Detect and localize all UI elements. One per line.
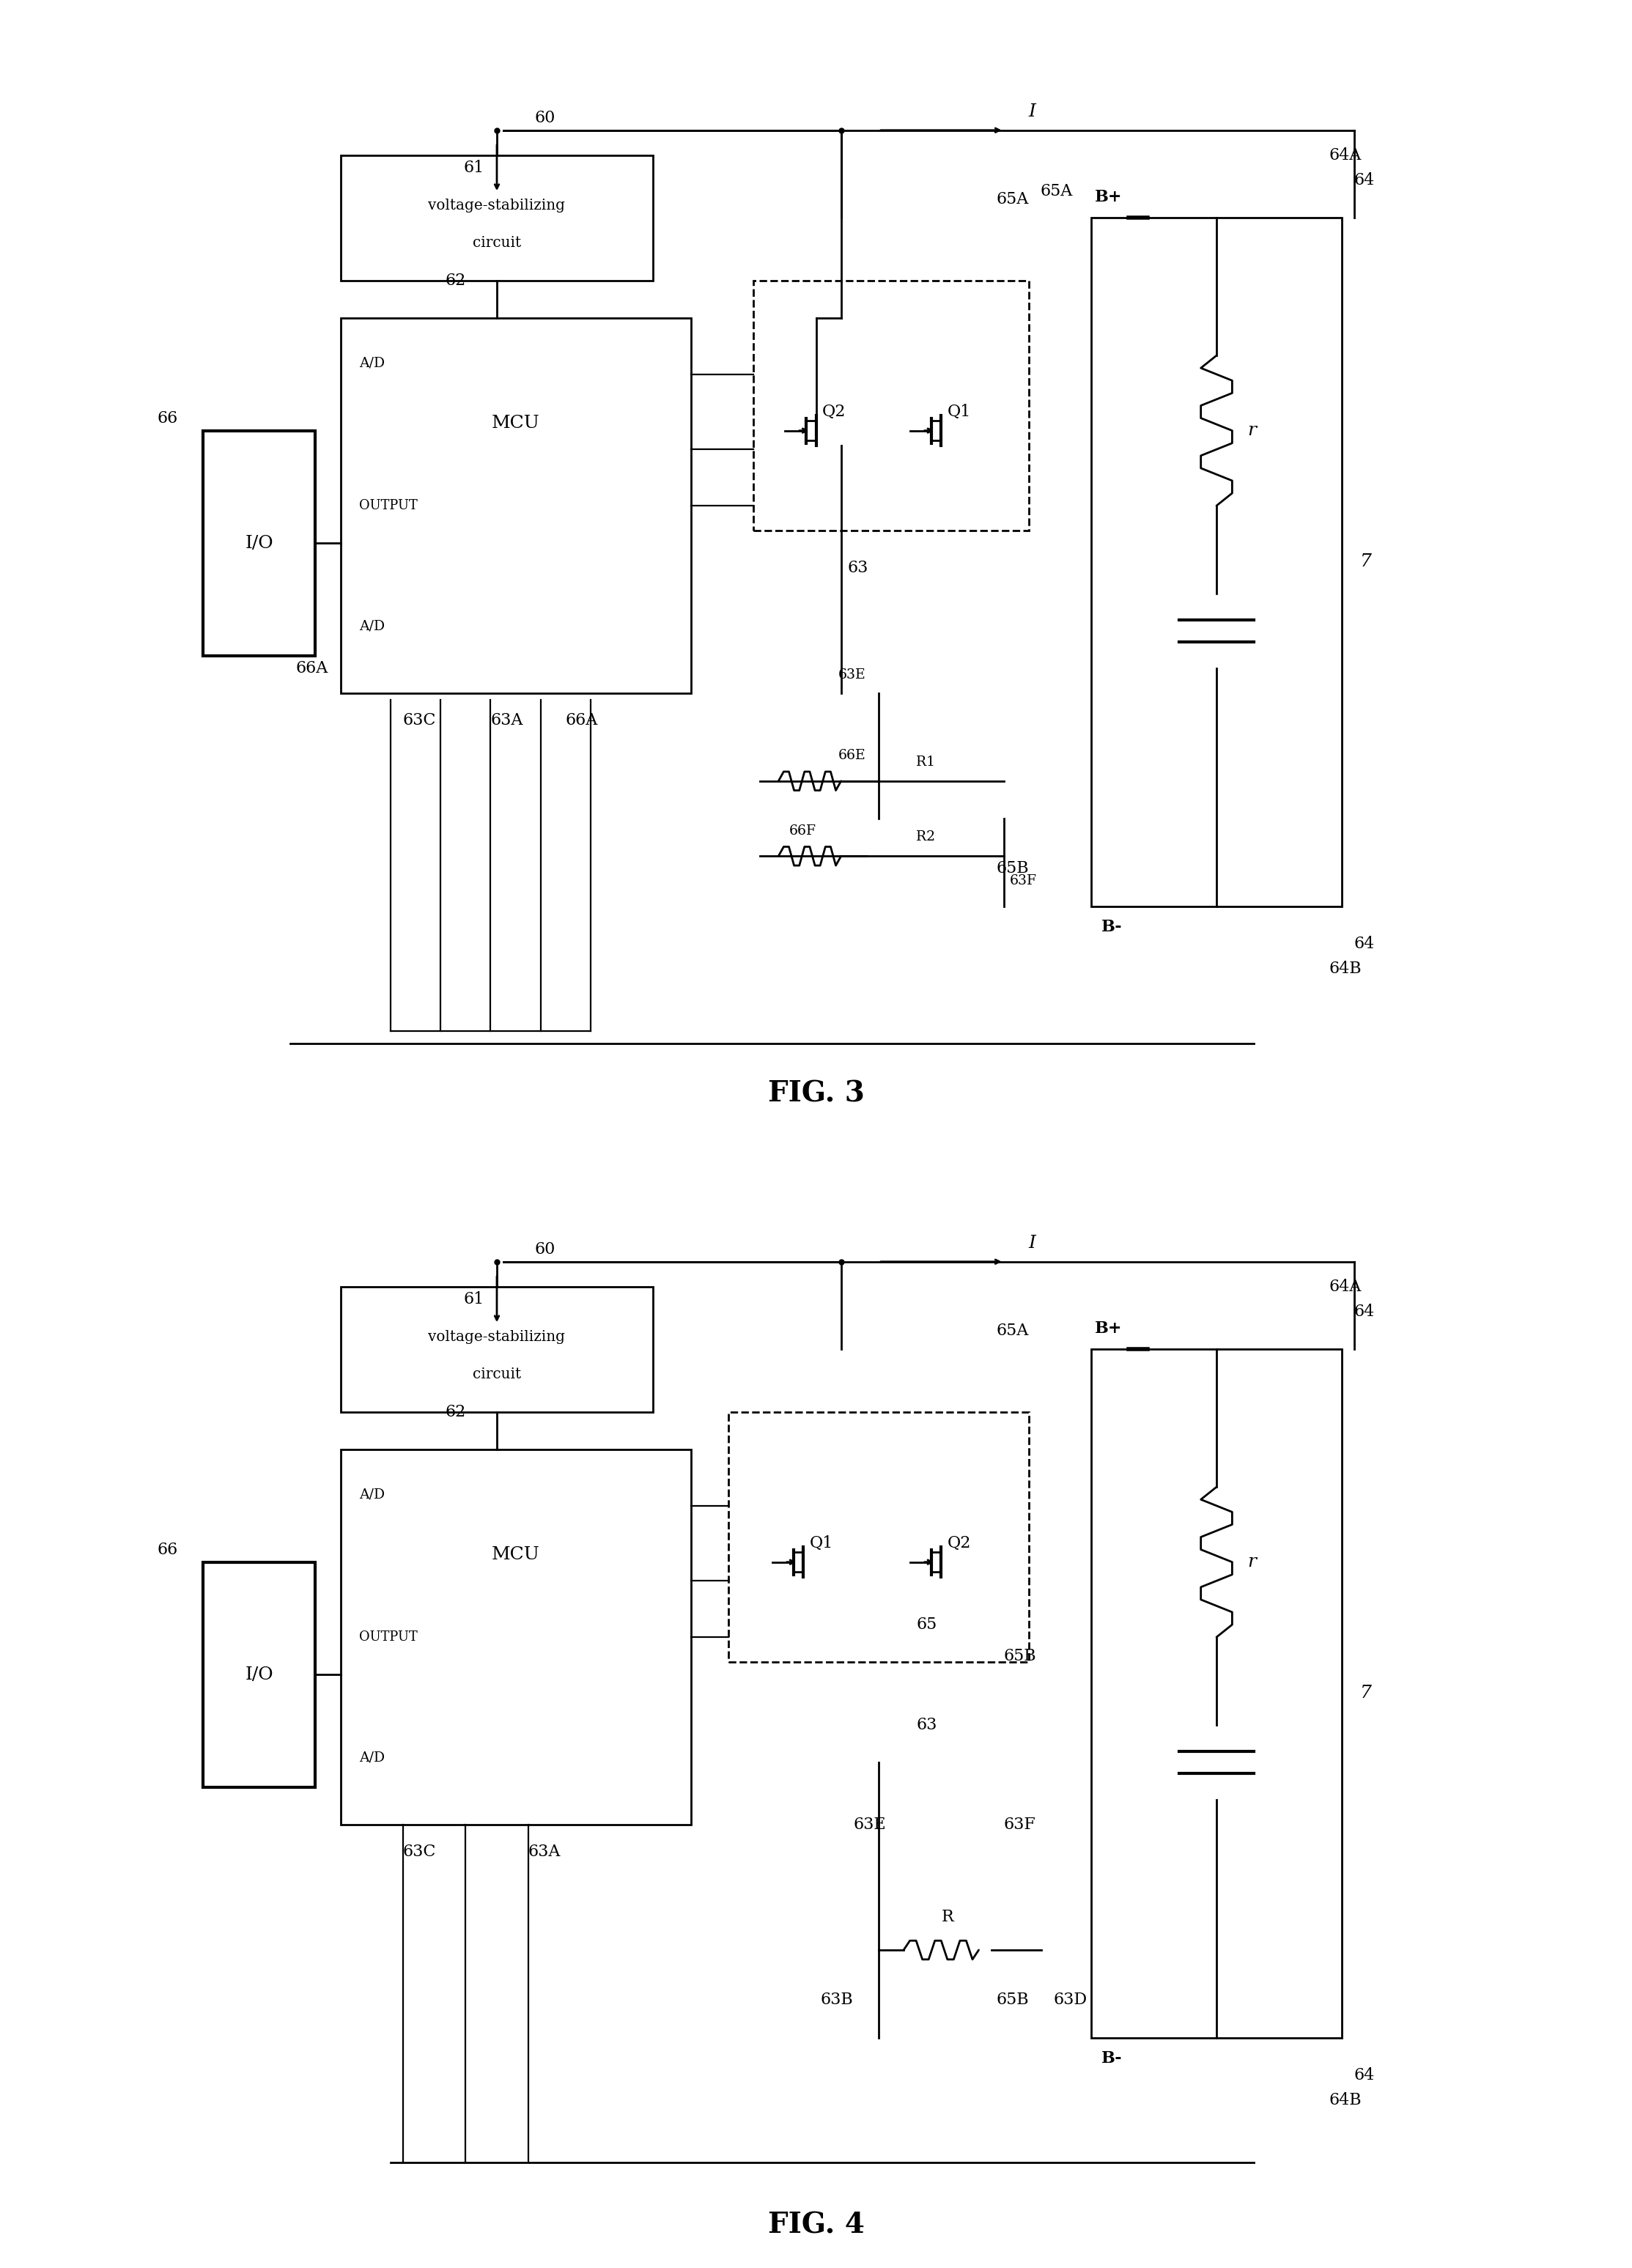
Text: 64A: 64A xyxy=(1328,147,1361,163)
Text: 64: 64 xyxy=(1355,1304,1374,1320)
Text: R: R xyxy=(942,1910,953,1926)
Text: 60: 60 xyxy=(534,1241,555,1256)
Text: Q1: Q1 xyxy=(948,404,971,420)
Text: FIG. 4: FIG. 4 xyxy=(767,2211,865,2239)
Text: 63: 63 xyxy=(916,1717,937,1733)
Text: R1: R1 xyxy=(916,755,935,769)
Text: 64: 64 xyxy=(1355,2066,1374,2084)
Text: 61: 61 xyxy=(463,1290,485,1306)
Text: I/O: I/O xyxy=(245,1667,273,1683)
Text: 63E: 63E xyxy=(854,1817,886,1833)
Text: A/D: A/D xyxy=(359,356,385,370)
Text: circuit: circuit xyxy=(473,1368,521,1381)
Text: 63E: 63E xyxy=(839,669,867,680)
Text: 64: 64 xyxy=(1355,172,1374,188)
Text: MCU: MCU xyxy=(491,1547,540,1563)
Text: 63A: 63A xyxy=(491,712,524,728)
Text: 63F: 63F xyxy=(1010,875,1036,887)
Text: 66: 66 xyxy=(157,411,178,426)
Text: 66E: 66E xyxy=(839,748,867,762)
Bar xyxy=(341,1286,653,1413)
Text: r: r xyxy=(1248,1554,1257,1569)
Text: 7: 7 xyxy=(1361,553,1373,572)
Text: 7: 7 xyxy=(1361,1685,1373,1701)
Text: 63C: 63C xyxy=(403,712,436,728)
Text: B-: B- xyxy=(1102,2050,1123,2066)
Text: 64B: 64B xyxy=(1328,962,1361,978)
Text: R2: R2 xyxy=(916,830,935,844)
Bar xyxy=(341,154,653,281)
Text: 65A: 65A xyxy=(997,191,1028,206)
Text: 65B: 65B xyxy=(996,860,1028,878)
Text: 64A: 64A xyxy=(1328,1279,1361,1295)
Text: 65B: 65B xyxy=(1004,1649,1036,1665)
Text: B-: B- xyxy=(1102,919,1123,934)
Text: I/O: I/O xyxy=(245,535,273,551)
Bar xyxy=(202,431,315,655)
Text: 63C: 63C xyxy=(403,1844,436,1860)
Text: 63F: 63F xyxy=(1004,1817,1036,1833)
Text: A/D: A/D xyxy=(359,1488,385,1501)
Text: I: I xyxy=(1028,1234,1036,1252)
Text: 64: 64 xyxy=(1355,937,1374,953)
Text: 62: 62 xyxy=(446,272,465,288)
Text: OUTPUT: OUTPUT xyxy=(359,1631,418,1644)
Bar xyxy=(341,318,690,694)
Text: voltage-stabilizing: voltage-stabilizing xyxy=(428,197,565,213)
Text: 63B: 63B xyxy=(821,1991,854,2007)
Text: 62: 62 xyxy=(446,1404,465,1420)
Text: A/D: A/D xyxy=(359,619,385,633)
Bar xyxy=(1092,1349,1342,2037)
Text: 66A: 66A xyxy=(566,712,597,728)
Text: OUTPUT: OUTPUT xyxy=(359,499,418,513)
Bar xyxy=(202,1563,315,1787)
Text: B+: B+ xyxy=(1095,188,1123,206)
Text: 63A: 63A xyxy=(529,1844,561,1860)
Bar xyxy=(728,1413,1028,1662)
Text: 66: 66 xyxy=(157,1542,178,1558)
Text: r: r xyxy=(1248,422,1257,440)
Text: 60: 60 xyxy=(534,109,555,125)
Bar xyxy=(1092,218,1342,907)
Text: Q2: Q2 xyxy=(823,404,845,420)
Text: 65B: 65B xyxy=(996,1991,1028,2007)
Text: FIG. 3: FIG. 3 xyxy=(767,1080,865,1107)
Text: 66A: 66A xyxy=(295,660,328,676)
Text: 64B: 64B xyxy=(1328,2091,1361,2109)
Text: A/D: A/D xyxy=(359,1751,385,1765)
Bar xyxy=(754,281,1028,531)
Text: 61: 61 xyxy=(463,159,485,177)
Bar xyxy=(341,1449,690,1826)
Text: 63D: 63D xyxy=(1054,1991,1087,2007)
Text: 65A: 65A xyxy=(997,1322,1028,1338)
Text: voltage-stabilizing: voltage-stabilizing xyxy=(428,1329,565,1343)
Text: B+: B+ xyxy=(1095,1320,1123,1336)
Text: Q1: Q1 xyxy=(809,1535,834,1551)
Text: 65: 65 xyxy=(916,1617,937,1633)
Text: I: I xyxy=(1028,102,1036,120)
Text: 65A: 65A xyxy=(1040,184,1072,200)
Text: MCU: MCU xyxy=(491,415,540,431)
Text: 66F: 66F xyxy=(788,823,816,837)
Text: circuit: circuit xyxy=(473,236,521,249)
Text: Q2: Q2 xyxy=(948,1535,971,1551)
Text: 63: 63 xyxy=(847,560,868,576)
